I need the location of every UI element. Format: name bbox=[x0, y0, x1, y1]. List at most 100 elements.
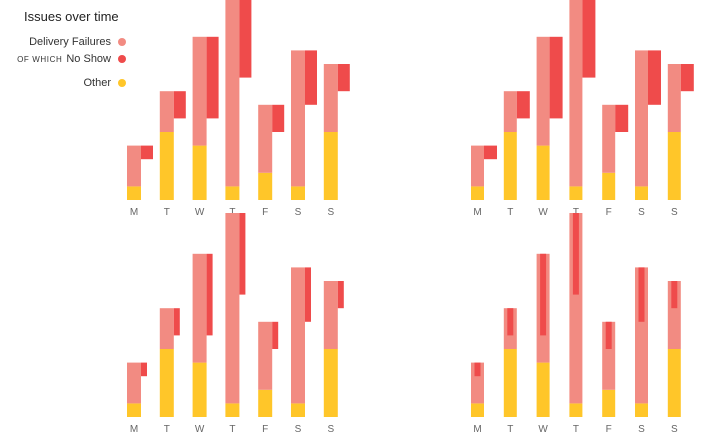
bar-no-show bbox=[173, 308, 180, 336]
bar-delivery-failures bbox=[323, 64, 338, 132]
bar-other bbox=[291, 186, 305, 200]
bar-delivery-failures bbox=[635, 267, 648, 404]
x-tick-label: F bbox=[262, 207, 268, 218]
bar-no-show bbox=[615, 104, 629, 132]
bar-delivery-failures bbox=[667, 64, 681, 132]
bar-no-show bbox=[507, 308, 514, 336]
legend-item-noshow: OF WHICH No Show bbox=[17, 53, 126, 65]
legend-swatch-other bbox=[118, 79, 126, 87]
bar-delivery-failures bbox=[536, 36, 550, 146]
x-tick-label: W bbox=[538, 424, 548, 435]
x-tick-label: M bbox=[130, 424, 138, 435]
x-tick-label: S bbox=[671, 424, 678, 435]
x-tick-label: W bbox=[195, 207, 205, 218]
bar-no-show bbox=[648, 50, 661, 105]
bar-no-show bbox=[305, 50, 317, 105]
x-tick-label: M bbox=[473, 207, 481, 218]
bar-delivery-failures bbox=[225, 213, 240, 404]
x-tick-label: S bbox=[327, 424, 334, 435]
bar-no-show bbox=[173, 91, 186, 119]
bar-no-show bbox=[516, 91, 530, 119]
bar-delivery-failures bbox=[192, 253, 207, 363]
bar-other bbox=[192, 145, 207, 200]
bar-no-show bbox=[484, 145, 497, 160]
bar-delivery-failures bbox=[225, 0, 240, 187]
bar-delivery-failures bbox=[569, 213, 583, 404]
bar-delivery-failures bbox=[323, 281, 338, 349]
bar-delivery-failures bbox=[602, 104, 616, 173]
x-tick-label: T bbox=[229, 424, 235, 435]
bar-other bbox=[323, 349, 338, 417]
x-tick-label: F bbox=[606, 424, 612, 435]
bar-other bbox=[667, 132, 681, 200]
bar-delivery-failures bbox=[127, 145, 141, 187]
bar-other bbox=[258, 389, 273, 417]
x-tick-label: T bbox=[229, 207, 235, 218]
bar-other bbox=[471, 186, 484, 200]
bar-no-show bbox=[474, 362, 481, 377]
bar-other bbox=[127, 403, 141, 417]
x-tick-label: F bbox=[606, 207, 612, 218]
bar-no-show bbox=[337, 64, 350, 92]
bar-no-show bbox=[141, 362, 147, 377]
legend-item-other: Other bbox=[83, 77, 126, 89]
x-tick-label: S bbox=[327, 207, 334, 218]
bar-delivery-failures bbox=[635, 50, 648, 187]
legend-prefix-of-which: OF WHICH bbox=[17, 54, 63, 64]
bar-other bbox=[291, 403, 305, 417]
x-tick-label: T bbox=[164, 207, 170, 218]
bar-no-show bbox=[549, 36, 563, 119]
bar-no-show bbox=[272, 321, 279, 349]
x-tick-label: S bbox=[638, 207, 645, 218]
bar-other bbox=[503, 132, 517, 200]
bar-no-show bbox=[272, 104, 285, 132]
legend-label-noshow: No Show bbox=[66, 53, 111, 65]
x-tick-label: W bbox=[538, 207, 548, 218]
bar-delivery-failures bbox=[667, 281, 681, 349]
bar-no-show bbox=[671, 281, 678, 309]
legend-label-delivery: Delivery Failures bbox=[29, 36, 111, 48]
x-tick-label: T bbox=[507, 424, 513, 435]
bar-other bbox=[225, 186, 240, 200]
bar-no-show bbox=[239, 0, 252, 78]
bar-other bbox=[159, 132, 174, 200]
bar-no-show bbox=[305, 267, 311, 322]
bar-no-show bbox=[141, 145, 153, 160]
x-tick-label: S bbox=[295, 207, 302, 218]
legend-item-delivery: Delivery Failures bbox=[29, 36, 126, 48]
bar-delivery-failures bbox=[192, 36, 207, 146]
bar-no-show bbox=[540, 253, 547, 336]
bar-delivery-failures bbox=[291, 267, 305, 404]
bar-other bbox=[225, 403, 240, 417]
bar-delivery-failures bbox=[258, 104, 273, 173]
bar-other bbox=[127, 186, 141, 200]
bar-delivery-failures bbox=[159, 91, 174, 132]
legend-label-other: Other bbox=[83, 77, 111, 89]
bar-other bbox=[635, 403, 648, 417]
x-tick-label: M bbox=[130, 207, 138, 218]
bar-no-show bbox=[206, 253, 213, 336]
legend-swatch-delivery bbox=[118, 38, 126, 46]
bar-delivery-failures bbox=[569, 0, 583, 187]
x-tick-label: T bbox=[573, 207, 579, 218]
bar-other bbox=[569, 186, 583, 200]
bar-no-show bbox=[582, 0, 596, 78]
bar-other bbox=[503, 349, 517, 417]
chart-title: Issues over time bbox=[24, 9, 119, 24]
bar-no-show bbox=[638, 267, 645, 322]
x-tick-label: S bbox=[638, 424, 645, 435]
bar-no-show bbox=[572, 213, 579, 295]
bar-delivery-failures bbox=[291, 50, 305, 187]
bar-no-show bbox=[337, 281, 344, 309]
bar-delivery-failures bbox=[602, 321, 616, 390]
bar-other bbox=[471, 403, 484, 417]
x-tick-label: S bbox=[671, 207, 678, 218]
bar-delivery-failures bbox=[503, 91, 517, 132]
bar-no-show bbox=[206, 36, 219, 119]
bar-delivery-failures bbox=[258, 321, 273, 390]
bar-other bbox=[635, 186, 648, 200]
